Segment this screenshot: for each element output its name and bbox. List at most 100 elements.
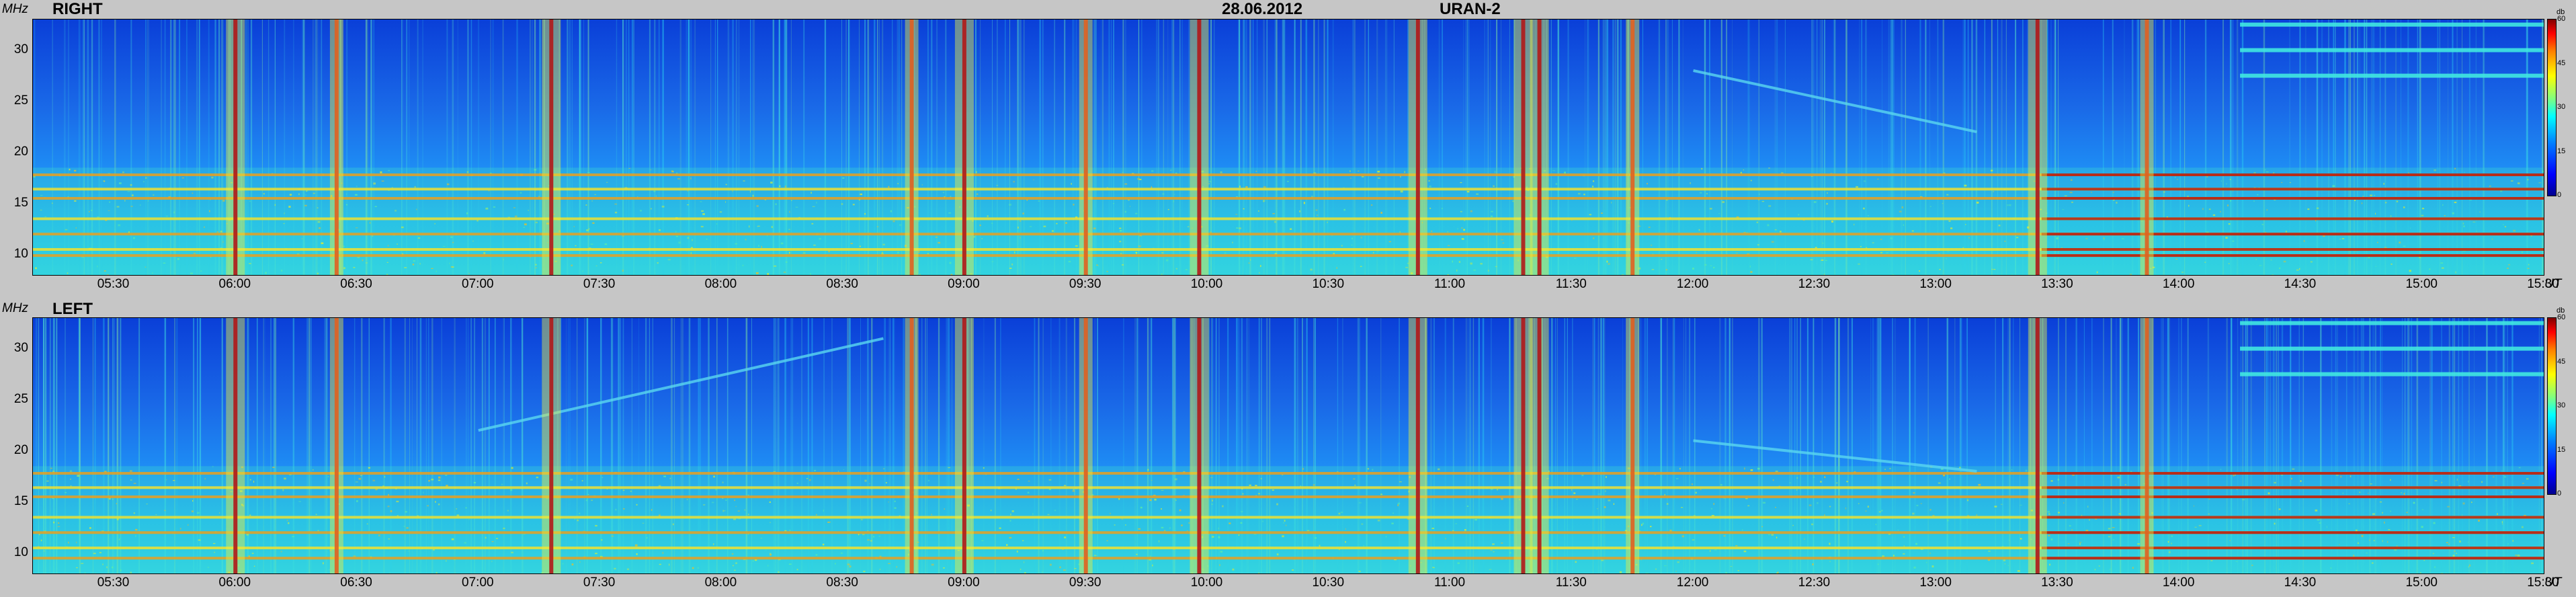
x-tick-label: 07:30: [583, 277, 616, 291]
speckle: [362, 260, 364, 262]
x-tick-label: 07:00: [462, 277, 494, 291]
noise-line: [1490, 19, 1491, 275]
noise-line: [484, 318, 487, 573]
speckle: [2317, 519, 2320, 521]
speckle: [1399, 481, 1402, 483]
noise-line: [197, 318, 198, 573]
speckle: [1651, 244, 1653, 246]
colorbar-tick-label: 45: [2557, 357, 2566, 366]
speckle: [1461, 227, 1463, 229]
noise-line: [1193, 318, 1195, 573]
noise-line: [2229, 19, 2231, 275]
speckle: [2253, 172, 2256, 173]
colorbar-tick-label: 0: [2557, 489, 2562, 497]
speckle: [230, 491, 233, 492]
noise-line: [2366, 19, 2367, 275]
speckle: [1112, 203, 1115, 204]
speckle: [2175, 258, 2178, 260]
burst-core: [1630, 318, 1635, 573]
speckle: [775, 203, 777, 206]
noise-line: [263, 318, 264, 573]
speckle: [1399, 231, 1401, 233]
speckle: [991, 223, 993, 225]
speckle: [1813, 476, 1815, 478]
speckle: [2403, 206, 2405, 208]
speckle: [628, 167, 630, 169]
noise-line: [367, 19, 368, 275]
x-tick-label: 10:00: [1190, 575, 1223, 590]
noise-line: [1819, 19, 1821, 275]
noise-line: [2526, 19, 2528, 275]
speckle: [1122, 171, 1124, 173]
noise-line: [1239, 19, 1241, 275]
burst-core: [549, 318, 554, 573]
speckle: [2171, 543, 2172, 545]
speckle: [1431, 528, 1434, 529]
speckle: [860, 193, 862, 196]
speckle: [1404, 171, 1405, 173]
speckle: [1880, 252, 1882, 253]
speckle: [835, 563, 836, 565]
noise-line: [1893, 19, 1895, 275]
interference-band: [33, 557, 2544, 560]
speckle: [2050, 480, 2053, 482]
speckle: [491, 561, 493, 562]
speckle: [447, 183, 450, 186]
speckle: [1796, 477, 1798, 479]
speckle: [1124, 183, 1128, 185]
speckle: [345, 204, 348, 206]
noise-line: [1776, 19, 1778, 275]
speckle: [1202, 568, 1204, 570]
speckle: [1543, 170, 1546, 171]
speckle: [796, 569, 798, 571]
speckle: [1253, 533, 1257, 535]
speckle: [1352, 237, 1353, 239]
speckle: [1272, 489, 1274, 491]
y-tick-label: 10: [13, 545, 28, 559]
noise-line: [871, 318, 873, 573]
noise-line: [2417, 318, 2419, 573]
colorbar-unit-label: db: [2557, 307, 2565, 315]
speckle: [1592, 180, 1595, 182]
speckle: [903, 471, 905, 473]
noise-line: [1556, 318, 1558, 573]
speckle: [501, 483, 503, 485]
noise-line: [1354, 19, 1356, 275]
speckle: [1179, 509, 1181, 512]
speckle: [757, 225, 760, 227]
speckle: [1276, 553, 1279, 556]
speckle: [1552, 170, 1555, 171]
speckle: [331, 195, 333, 197]
speckle: [284, 212, 285, 214]
speckle: [1994, 506, 1997, 508]
speckle: [2462, 223, 2464, 225]
speckle: [1761, 526, 1763, 527]
noise-line: [1870, 318, 1872, 573]
noise-line: [401, 19, 403, 275]
speckle: [1526, 186, 1528, 188]
noise-line: [1313, 19, 1315, 275]
noise-line: [1879, 318, 1880, 573]
speckle: [52, 497, 54, 499]
noise-line: [2152, 318, 2153, 573]
noise-line: [1038, 318, 1040, 573]
speckle: [788, 251, 790, 254]
noise-line: [339, 19, 342, 275]
speckle: [1050, 563, 1052, 566]
speckle: [1968, 237, 1970, 239]
speckle: [91, 210, 93, 211]
speckle: [1011, 510, 1014, 512]
speckle: [591, 200, 593, 202]
speckle: [1239, 186, 1241, 188]
noise-line: [1822, 19, 1823, 275]
speckle: [109, 497, 111, 500]
noise-line: [778, 318, 780, 573]
noise-line: [2302, 318, 2304, 573]
speckle: [1259, 272, 1260, 274]
speckle: [622, 489, 625, 491]
persistent-line: [2240, 321, 2544, 325]
speckle: [2497, 513, 2498, 515]
speckle: [1947, 251, 1950, 252]
speckle: [2434, 566, 2436, 568]
noise-line: [2441, 318, 2442, 573]
